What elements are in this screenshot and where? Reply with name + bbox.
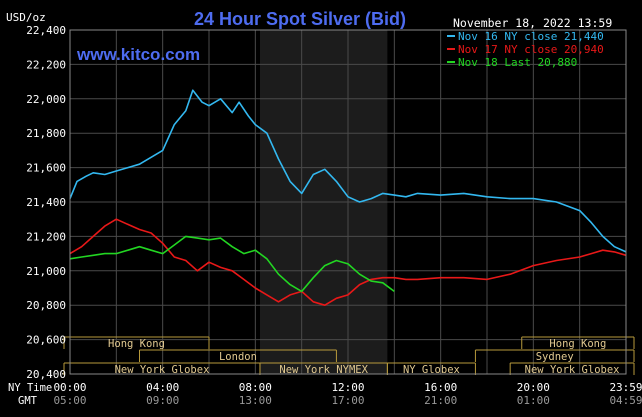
session-label: London: [219, 351, 257, 363]
x-tick-label-gmt: 05:00: [53, 394, 86, 407]
session-band: Sydney: [474, 349, 635, 363]
y-tick-label: 20,400: [26, 368, 66, 381]
x-tick-label-ny: 23:59: [609, 381, 642, 394]
y-tick-label: 21,200: [26, 230, 66, 243]
x-tick-label-ny: 04:00: [146, 381, 179, 394]
y-tick-label: 21,800: [26, 127, 66, 140]
legend-item: Nov 17 NY close 20,940: [458, 43, 604, 56]
x-tick-label-gmt: 17:00: [331, 394, 364, 407]
session-band: Hong Kong: [63, 336, 210, 350]
x-tick-label-ny: 12:00: [331, 381, 364, 394]
session-label: NY Globex: [403, 364, 460, 376]
y-tick-label: 22,000: [26, 93, 66, 106]
session-label: Hong Kong: [549, 338, 606, 350]
ny-time-row-label: NY Time: [8, 382, 52, 394]
session-band: New York Globex: [509, 362, 635, 376]
y-axis-ticks: 22,400 22,200 22,000 21,800 21,600 21,400 21,2…: [26, 24, 66, 381]
y-tick-label: 21,400: [26, 196, 66, 209]
gmt-row-label: GMT: [18, 395, 38, 407]
x-tick-label-ny: 08:00: [239, 381, 272, 394]
series-line-nov18: [69, 235, 395, 293]
x-tick-label-ny: 20:00: [517, 381, 550, 394]
x-tick-label-gmt: 09:00: [146, 394, 179, 407]
price-series: [69, 89, 627, 306]
y-tick-label: 22,400: [26, 24, 66, 37]
date-stamp: November 18, 2022 13:59: [453, 16, 612, 30]
session-label: Sydney: [536, 351, 574, 363]
session-band: New York Globex: [63, 362, 261, 376]
x-tick-label-ny: 16:00: [424, 381, 457, 394]
session-band: London: [139, 349, 337, 363]
plot-frame: [69, 29, 627, 375]
x-tick-label-gmt: 04:59: [609, 394, 642, 407]
legend-item: Nov 16 NY close 21,440: [458, 30, 604, 43]
x-tick-label-gmt: 01:00: [517, 394, 550, 407]
y-tick-label: 22,200: [26, 58, 66, 71]
grid-lines: [69, 29, 627, 375]
x-tick-label-gmt: 21:00: [424, 394, 457, 407]
x-tick-label-ny: 00:00: [53, 381, 86, 394]
watermark-url: www.kitco.com: [76, 45, 200, 64]
session-label: New York Globex: [115, 364, 210, 376]
legend-item: Nov 18 Last 20,880: [458, 56, 577, 69]
units-label: USD/oz: [6, 11, 46, 24]
session-label: New York NYMEX: [279, 364, 368, 376]
y-tick-label: 20,800: [26, 299, 66, 312]
y-tick-label: 20,600: [26, 334, 66, 347]
series-line-nov16: [69, 89, 627, 253]
x-tick-label-gmt: 13:00: [239, 394, 272, 407]
session-label: New York Globex: [525, 364, 620, 376]
session-label: Hong Kong: [108, 338, 165, 350]
y-tick-label: 21,600: [26, 162, 66, 175]
session-band: New York NYMEX: [259, 362, 388, 376]
series-line-nov17: [69, 218, 627, 306]
y-tick-label: 21,000: [26, 265, 66, 278]
session-band: Hong Kong: [521, 336, 635, 350]
session-band: NY Globex: [386, 362, 476, 376]
chart-title: 24 Hour Spot Silver (Bid): [194, 9, 406, 29]
